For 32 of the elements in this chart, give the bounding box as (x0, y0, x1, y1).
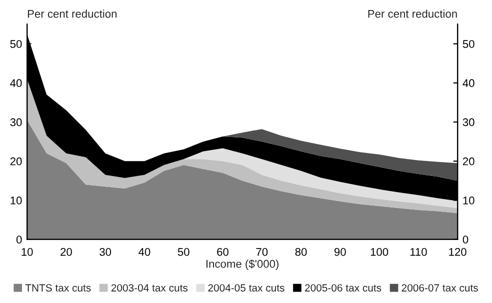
legend-label: 2004-05 tax cuts (208, 284, 284, 292)
x-tick-label: 60 (217, 248, 228, 256)
x-axis-title: Income ($'000) (206, 259, 279, 270)
legend-label: TNTS tax cuts (25, 284, 91, 292)
y2-tick-label: 10 (463, 196, 474, 204)
x-tick-label: 120 (449, 248, 466, 256)
y2-tick-label: 30 (462, 118, 474, 126)
x-tick-label: 90 (334, 248, 346, 256)
y2-tick-label: 20 (462, 157, 474, 166)
y-axis-title: Per cent reduction (28, 10, 117, 18)
x-tick-label: 70 (256, 248, 268, 256)
y2-tick-label: 50 (462, 40, 474, 48)
y-tick-label: 0 (16, 236, 22, 244)
y-tick-label: 20 (10, 157, 22, 166)
legend-label: 2005-06 tax cuts (305, 284, 382, 292)
y-tick-label: 40 (10, 79, 22, 88)
y-tick-label: 50 (10, 40, 22, 48)
y2-axis-title: Per cent reduction (368, 10, 457, 18)
x-tick-label: 30 (100, 248, 112, 256)
x-tick-label: 50 (178, 248, 190, 256)
x-tick-label: 110 (410, 248, 427, 256)
y2-tick-label: 0 (462, 236, 468, 244)
y-tick-label: 30 (10, 118, 22, 126)
x-tick-label: 40 (138, 248, 150, 256)
x-tick-label: 20 (60, 248, 72, 256)
legend-label: 2003-04 tax cuts (111, 284, 188, 292)
legend-label: 2006-07 tax cuts (402, 284, 478, 292)
x-tick-label: 80 (295, 248, 307, 256)
y-tick-label: 10 (10, 196, 22, 204)
x-tick-label: 100 (370, 248, 388, 256)
y2-tick-label: 40 (462, 79, 474, 88)
x-tick-label: 10 (22, 248, 33, 256)
